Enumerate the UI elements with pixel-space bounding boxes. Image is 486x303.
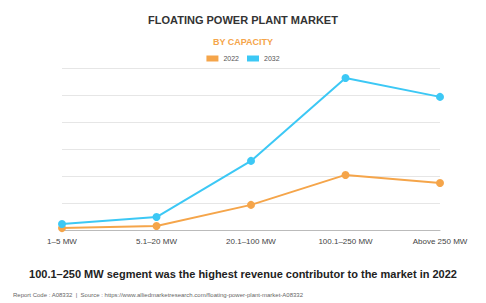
svg-text:100.1–250 MW: 100.1–250 MW — [318, 237, 373, 246]
svg-text:BY CAPACITY: BY CAPACITY — [213, 37, 273, 47]
svg-text:2032: 2032 — [264, 55, 280, 62]
svg-text:5.1–20 MW: 5.1–20 MW — [136, 237, 177, 246]
svg-text:2022: 2022 — [223, 55, 239, 62]
svg-text:100.1–250 MW segment was the h: 100.1–250 MW segment was the highest rev… — [29, 268, 457, 280]
svg-text:20.1–100 MW: 20.1–100 MW — [226, 237, 276, 246]
svg-text:Report Code : A08332 | Sourc: Report Code : A08332 | Source : https://… — [13, 292, 304, 298]
svg-text:1–5 MW: 1–5 MW — [47, 237, 77, 246]
svg-text:Above 250 MW: Above 250 MW — [413, 237, 468, 246]
svg-text:FLOATING POWER PLANT MARKET: FLOATING POWER PLANT MARKET — [148, 14, 338, 26]
